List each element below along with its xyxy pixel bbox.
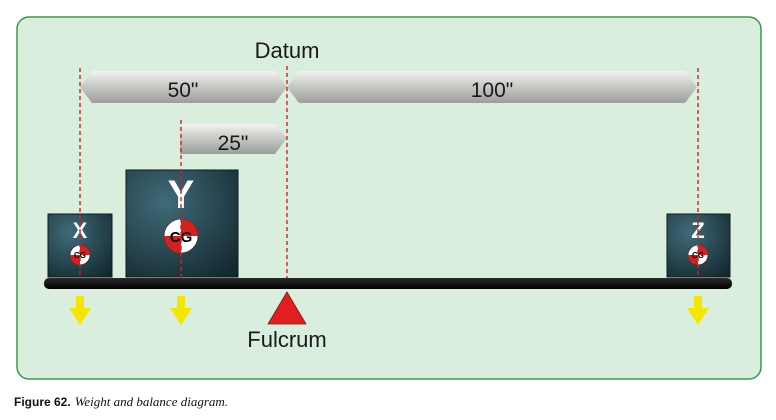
datum-label: Datum bbox=[255, 38, 320, 63]
cg-marker-z: CG bbox=[687, 244, 709, 266]
cg-label-y: CG bbox=[170, 229, 193, 246]
dimension-label-100: 100" bbox=[471, 79, 514, 102]
figure-description: Weight and balance diagram. bbox=[74, 394, 229, 409]
dimension-bar-25 bbox=[180, 124, 287, 154]
figure-number: Figure 62. bbox=[14, 395, 71, 409]
fulcrum-label: Fulcrum bbox=[247, 327, 326, 352]
cg-marker-x: CG bbox=[69, 244, 91, 266]
weight-arrow-y bbox=[170, 296, 192, 325]
dimension-bar-50 bbox=[80, 71, 287, 103]
weight-letter-y: Y bbox=[168, 173, 195, 217]
cg-label-x: CG bbox=[74, 251, 86, 260]
fulcrum-triangle bbox=[267, 291, 307, 325]
dimension-label-50: 50" bbox=[168, 79, 199, 102]
lever-beam bbox=[44, 278, 732, 289]
figure-caption: Figure 62. Weight and balance diagram. bbox=[14, 394, 228, 410]
dimension-label-25: 25" bbox=[218, 132, 249, 155]
weight-arrow-x bbox=[69, 296, 91, 325]
cg-label-z: CG bbox=[692, 251, 704, 260]
weight-arrow-z bbox=[687, 296, 709, 325]
dimension-bar-100 bbox=[287, 71, 697, 103]
